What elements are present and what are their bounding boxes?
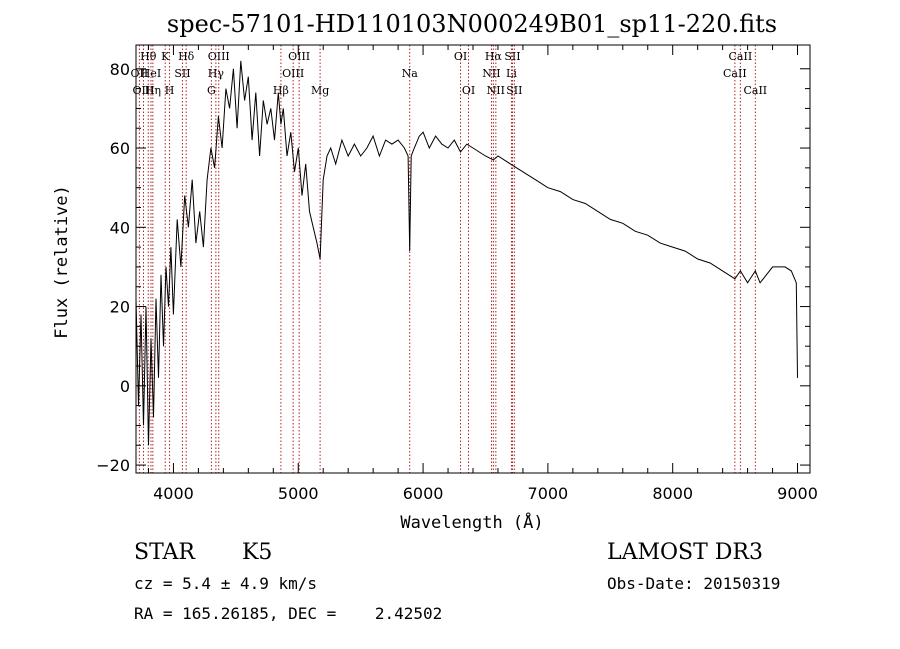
spectral-subclass: K5 xyxy=(242,540,273,565)
line-label-19: Hα xyxy=(485,50,503,63)
line-label-24: SII xyxy=(506,84,522,97)
line-label-0: Hθ xyxy=(140,50,157,63)
x-tick-label-2: 6000 xyxy=(403,484,444,503)
line-label-6: OIII xyxy=(132,84,154,97)
line-label-9: G xyxy=(207,84,216,97)
plot-frame xyxy=(135,44,811,474)
x-tick-label-1: 5000 xyxy=(278,484,319,503)
y-tick-label-5: 80 xyxy=(110,60,130,79)
line-label-4: SII xyxy=(174,67,190,80)
line-label-3: K xyxy=(161,50,170,63)
y-tick-label-0: −20 xyxy=(96,456,130,475)
x-tick-label-5: 9000 xyxy=(777,484,818,503)
line-label-10: OIII xyxy=(208,50,230,63)
line-label-20: NII xyxy=(482,67,500,80)
line-label-18: OI xyxy=(462,84,475,97)
line-label-7: Hη xyxy=(145,84,161,97)
spectrum-line xyxy=(135,60,798,446)
survey-name: LAMOST DR3 xyxy=(607,540,763,565)
line-label-23: Li xyxy=(506,67,517,80)
y-axis-ticks: −20 0 20 40 60 80 xyxy=(96,60,810,475)
line-label-2: HeI xyxy=(141,67,161,80)
sky-coordinates: RA = 165.26185, DEC = 2.42502 xyxy=(134,604,443,623)
y-tick-label-3: 40 xyxy=(110,218,130,237)
y-tick-label-4: 60 xyxy=(110,139,130,158)
y-tick-label-2: 20 xyxy=(110,298,130,317)
line-label-8: H xyxy=(165,84,175,97)
observation-date: Obs-Date: 20150319 xyxy=(607,574,781,593)
line-label-5: Hδ xyxy=(178,50,195,63)
x-tick-label-3: 7000 xyxy=(528,484,569,503)
spectral-line-markers xyxy=(138,45,756,473)
line-label-27: CaII xyxy=(743,84,767,97)
line-label-16: Na xyxy=(402,67,419,80)
line-label-22: SII xyxy=(504,50,520,63)
line-label-14: OIII xyxy=(288,50,310,63)
x-axis-ticks: 4000 5000 6000 7000 8000 9000 xyxy=(147,45,818,503)
line-label-25: CaII xyxy=(729,50,753,63)
line-label-1: OII xyxy=(131,67,149,80)
line-label-15: Mg xyxy=(311,84,329,97)
line-label-26: CaII xyxy=(723,67,747,80)
object-type: STAR xyxy=(134,540,195,565)
line-label-21: NII xyxy=(487,84,505,97)
line-label-13: OIII xyxy=(282,67,304,80)
x-tick-label-0: 4000 xyxy=(153,484,194,503)
line-label-11: Hγ xyxy=(208,67,225,80)
redshift-velocity: cz = 5.4 ± 4.9 km/s xyxy=(134,574,318,593)
x-tick-label-4: 8000 xyxy=(652,484,693,503)
y-axis-label: Flux (relative) xyxy=(52,185,72,339)
line-label-17: OI xyxy=(454,50,467,63)
spectrum-layer xyxy=(135,60,798,446)
y-tick-label-1: 0 xyxy=(120,377,130,396)
line-label-12: Hβ xyxy=(273,84,289,97)
chart-title: spec-57101-HD110103N000249B01_sp11-220.f… xyxy=(167,10,777,38)
x-axis-label: Wavelength (Å) xyxy=(400,511,543,533)
